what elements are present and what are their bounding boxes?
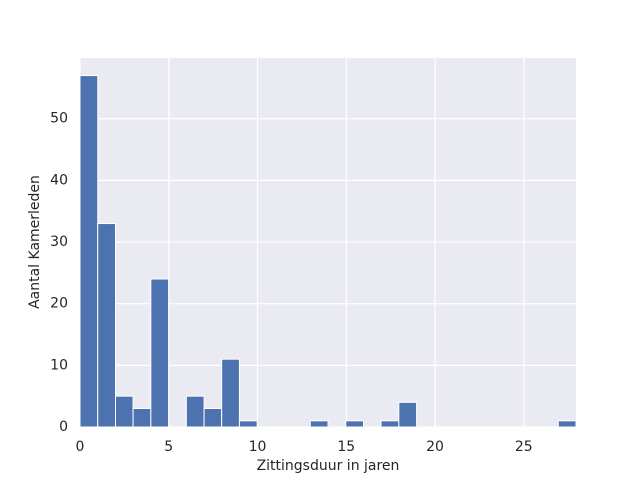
y-tick-label: 50 bbox=[50, 111, 68, 127]
bar bbox=[345, 420, 365, 428]
x-tick-label: 25 bbox=[515, 439, 533, 455]
y-tick-label: 30 bbox=[50, 234, 68, 250]
bar bbox=[150, 278, 170, 428]
bar bbox=[309, 420, 329, 428]
y-tick-label: 10 bbox=[50, 357, 68, 373]
bar bbox=[132, 408, 152, 428]
bar bbox=[79, 75, 99, 428]
bar bbox=[398, 401, 418, 428]
bar bbox=[221, 358, 240, 428]
bar bbox=[115, 395, 134, 428]
x-tick-label: 20 bbox=[426, 439, 444, 455]
bar bbox=[185, 395, 205, 428]
y-axis-label: Aantal Kamerleden bbox=[27, 175, 43, 309]
x-axis-label: Zittingsduur in jaren bbox=[257, 458, 400, 474]
bar bbox=[238, 420, 258, 428]
bars bbox=[79, 75, 577, 428]
bar bbox=[97, 223, 117, 428]
bar bbox=[380, 420, 400, 428]
bar bbox=[203, 408, 223, 428]
y-tick-label: 20 bbox=[50, 296, 68, 312]
bar bbox=[557, 420, 577, 428]
x-tick-label: 0 bbox=[76, 439, 85, 455]
x-tick-label: 5 bbox=[164, 439, 173, 455]
x-tick-label: 15 bbox=[337, 439, 355, 455]
y-tick-label: 0 bbox=[59, 419, 68, 435]
y-tick-label: 40 bbox=[50, 172, 68, 188]
x-tick-label: 10 bbox=[249, 439, 267, 455]
